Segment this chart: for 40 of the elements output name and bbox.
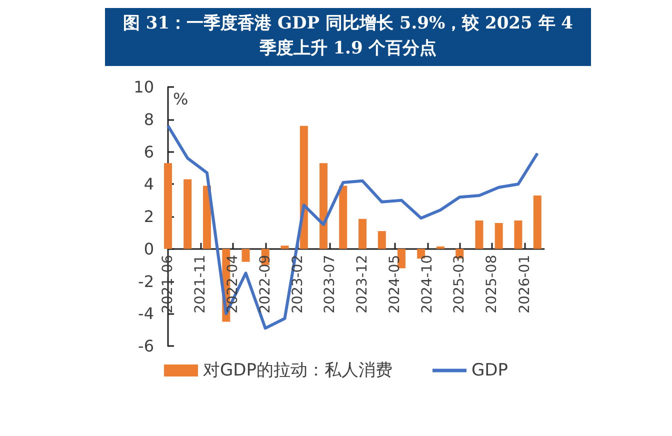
legend-label: GDP — [472, 360, 508, 380]
bar — [164, 163, 172, 249]
bar — [202, 186, 211, 249]
x-tick-label: 2026-01 — [516, 254, 533, 314]
x-tick-label: 2025-08 — [484, 254, 500, 314]
x-tick-label: 2022-04 — [224, 254, 241, 314]
bar — [436, 246, 444, 249]
y-axis-title: % — [173, 90, 188, 108]
y-tick-label: 6 — [144, 142, 154, 162]
y-tick-label: -4 — [138, 304, 154, 324]
y-tick-label: 10 — [134, 78, 154, 96]
bar — [514, 220, 522, 249]
bar — [184, 179, 192, 249]
x-tick-label: 2023-12 — [354, 254, 370, 314]
legend-label: 对GDP的拉动：私人消费 — [202, 360, 392, 380]
x-tick-label: 2021-11 — [192, 254, 209, 314]
bar — [494, 222, 503, 249]
bar — [533, 195, 542, 249]
x-tick-label: 2024-10 — [419, 254, 436, 314]
y-tick-label: 2 — [144, 207, 154, 226]
y-tick-label: 8 — [144, 110, 154, 129]
bar — [358, 218, 366, 249]
bar — [242, 248, 250, 262]
y-tick-label: 4 — [144, 174, 154, 194]
y-tick-label: -2 — [138, 272, 154, 291]
x-tick-label: 2025-03 — [452, 254, 468, 314]
y-tick-label: -6 — [138, 336, 154, 356]
bar — [378, 231, 386, 249]
bar — [320, 163, 328, 249]
x-tick-label: 2023-07 — [322, 254, 338, 314]
x-tick-label: 2023-02 — [290, 254, 306, 314]
bar — [280, 246, 289, 249]
chart-title: 图 31：一季度香港 GDP 同比增长 5.9%，较 2025 年 4 季度上升 1.9 个百分点 — [122, 14, 574, 58]
bar — [475, 220, 484, 249]
x-tick-label: 2022-09 — [257, 254, 274, 314]
bar — [339, 186, 348, 249]
x-tick-label: 2024-05 — [386, 254, 403, 314]
y-tick-label: 0 — [144, 239, 154, 258]
bar — [300, 126, 308, 249]
x-tick-label: 2021-06 — [160, 254, 176, 314]
